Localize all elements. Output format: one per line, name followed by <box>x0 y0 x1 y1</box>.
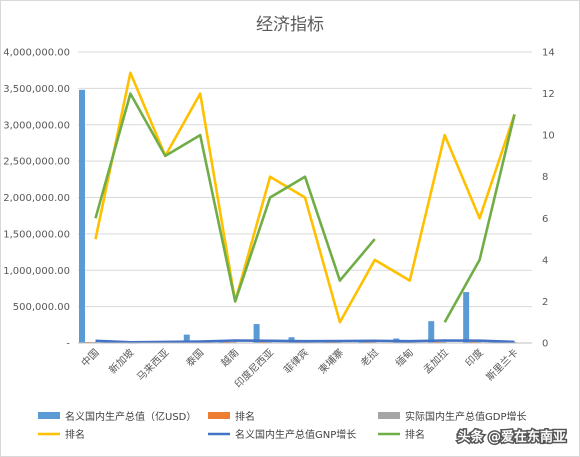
y-tick-label: 1,000,000.00 <box>3 266 70 277</box>
bar-1 <box>358 341 365 343</box>
x-tick-label: 中国 <box>78 346 101 369</box>
legend-label: 名义国内生产总值GNP增长 <box>235 428 356 441</box>
bar-1 <box>253 324 260 343</box>
lines <box>94 71 516 344</box>
x-tick-label: 孟加拉 <box>420 346 450 376</box>
y-tick-label: 1,500,000.00 <box>3 229 70 240</box>
watermark: 头条 @爱在东南亚 <box>456 428 568 447</box>
line-series-3 <box>94 92 516 323</box>
x-tick-label: 越南 <box>218 346 241 369</box>
y2-tick-label: 12 <box>542 89 555 100</box>
legend-swatch <box>378 412 400 419</box>
x-tick-label: 新加坡 <box>106 346 136 376</box>
x-tick-label: 印度 <box>462 346 485 369</box>
y-tick-label: - <box>66 339 70 350</box>
y-tick-label: 2,000,000.00 <box>3 193 70 204</box>
y-axis-left: - 500,000.00 1,000,000.00 1,500,000.00 2,000… <box>3 48 70 350</box>
watermark-text: 头条 @爱在东南亚 <box>457 429 566 445</box>
y2-tick-label: 2 <box>542 297 548 308</box>
legend-label: 名义国内生产总值（亿USD） <box>65 410 196 423</box>
legend-label: 实际国内生产总值GDP增长 <box>405 410 526 423</box>
legend-swatch <box>38 412 60 419</box>
y2-tick-label: 8 <box>542 172 548 183</box>
legend-label: 排名 <box>235 410 255 423</box>
x-tick-label: 菲律宾 <box>281 346 311 376</box>
y2-tick-label: 6 <box>542 214 548 225</box>
x-tick-label: 老挝 <box>358 346 381 369</box>
legend-label: 排名 <box>405 428 425 441</box>
line-series-2 <box>95 339 515 344</box>
y-tick-label: 2,500,000.00 <box>3 157 70 168</box>
y-axis-right: 0 2 4 6 8 10 12 14 <box>542 48 555 350</box>
chart-title: 经济指标 <box>256 15 324 35</box>
y-tick-label: 4,000,000.00 <box>3 48 70 59</box>
bar-1 <box>79 89 85 343</box>
x-tick-label: 柬埔寨 <box>316 346 346 376</box>
bar-1 <box>428 321 435 343</box>
bar-1 <box>463 292 470 343</box>
bars <box>79 89 517 343</box>
y2-tick-label: 0 <box>542 339 548 350</box>
y2-tick-label: 10 <box>542 131 555 142</box>
y2-tick-label: 14 <box>542 48 555 59</box>
x-tick-label: 泰国 <box>183 346 206 369</box>
legend-swatch <box>208 412 230 419</box>
x-tick-label: 马来西亚 <box>135 347 172 384</box>
x-tick-label: 斯里兰卡 <box>483 346 520 383</box>
y-tick-label: 3,500,000.00 <box>3 84 70 95</box>
legend-label: 排名 <box>65 428 85 441</box>
x-tick-label: 缅甸 <box>393 346 416 369</box>
y-tick-label: 3,000,000.00 <box>3 120 70 131</box>
y2-tick-label: 4 <box>542 255 548 266</box>
y-tick-label: 500,000.00 <box>13 302 70 313</box>
bar-1 <box>183 334 190 343</box>
